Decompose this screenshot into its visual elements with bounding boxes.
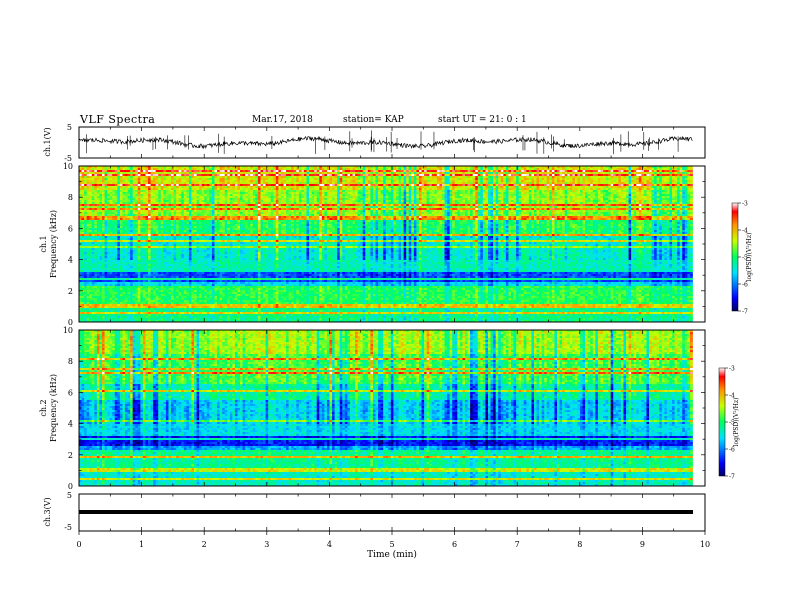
axis-ticks [78,127,706,535]
xtick-label: 5 [389,540,394,549]
spectrogram-ytick-label: 0 [68,318,73,327]
xtick-label: 6 [452,540,457,549]
xtick-label: 8 [577,540,582,549]
spectrogram-ytick-label: 4 [68,256,73,265]
spectrogram-ytick-label: 8 [68,193,73,202]
colorbar-label: log(PSD)(V²/Hz) [746,233,753,282]
ch1-ytick-label: -5 [64,154,72,163]
xtick-label: 9 [640,540,645,549]
spectrogram-ytick-label: 6 [68,388,73,397]
colorbar-tick-label: -7 [729,474,735,481]
spectrogram-channel-label: ch.1 [39,235,48,252]
ch3-ytick-label: -5 [64,523,72,532]
xtick-label: 3 [264,540,269,549]
xtick-label: 10 [700,540,710,549]
xtick-label: 2 [202,540,207,549]
ch2-spectrogram [79,330,693,487]
ch1-waveform-line [78,130,693,155]
ch1-ytick-label: 5 [67,123,72,132]
ch3-ylabel: ch.3(V) [43,497,52,526]
colorbar-tick-label: -6 [729,447,735,454]
spectrogram-ytick-label: 2 [68,287,73,296]
colorbar-tick-label: -6 [742,282,748,289]
xtick-label: 1 [139,540,144,549]
spectrogram-ytick-label: 10 [63,162,73,171]
spectrogram-ytick-label: 4 [68,420,73,429]
colorbar-tick-label: -7 [742,309,748,316]
ch2-colorbar [718,367,726,477]
start-time-label: start UT = 21: 0 : 1 [438,115,527,125]
xtick-label: 7 [515,540,520,549]
ch1-colorbar [731,202,739,312]
colorbar-ticks: -3 -4 -5 -6 -7 log(PSD)(V²/Hz) -3 -4 -5 -6 -7 log(P… [725,201,753,481]
ch3-ytick-label: 5 [67,491,72,500]
xtick-label: 0 [76,540,81,549]
colorbar-tick-label: -3 [729,366,735,373]
colorbar-tick-label: -3 [742,201,748,208]
spectrogram-ylabel: Frequency (kHz) [49,374,58,442]
colorbar-tick-label: -4 [742,228,748,235]
ch1-ylabel: ch.1(V) [43,127,52,156]
ch1-spectrogram [79,166,693,323]
colorbar-tick-label: -5 [729,420,735,427]
spectrogram-channel-label: ch.2 [39,399,48,416]
spectrogram-ytick-label: 8 [68,357,73,366]
spectrogram-ylabel: Frequency (kHz) [49,210,58,278]
spectrogram-ytick-label: 2 [68,451,73,460]
colorbar-label: log(PSD)(V²/Hz) [733,398,740,447]
ch3-waveform-line [79,510,693,514]
date-label: Mar.17, 2018 [252,115,313,125]
xaxis-label: Time (min) [367,549,417,560]
chart-title: VLF Spectra [80,113,155,126]
station-label: station= KAP [343,115,404,125]
colorbar-tick-label: -4 [729,393,735,400]
spectrogram-ytick-label: 0 [68,482,73,491]
xtick-label: 4 [327,540,332,549]
spectrogram-ytick-label: 6 [68,224,73,233]
spectrogram-ytick-label: 10 [63,326,73,335]
colorbar-tick-label: -5 [742,255,748,262]
